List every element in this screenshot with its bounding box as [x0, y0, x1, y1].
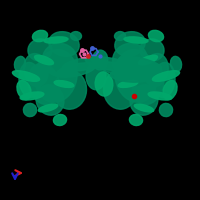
Ellipse shape: [129, 114, 143, 126]
Ellipse shape: [24, 54, 48, 86]
Ellipse shape: [53, 71, 87, 109]
Ellipse shape: [140, 39, 164, 61]
Ellipse shape: [53, 114, 67, 126]
Ellipse shape: [19, 62, 41, 98]
Ellipse shape: [71, 32, 81, 40]
Ellipse shape: [28, 39, 52, 61]
Ellipse shape: [20, 92, 44, 100]
Ellipse shape: [148, 30, 164, 42]
Ellipse shape: [44, 37, 68, 43]
Ellipse shape: [54, 81, 74, 87]
Ellipse shape: [153, 62, 175, 98]
Ellipse shape: [110, 70, 150, 82]
Ellipse shape: [62, 57, 106, 71]
Ellipse shape: [148, 92, 172, 100]
Ellipse shape: [118, 81, 138, 87]
Ellipse shape: [49, 32, 79, 56]
Ellipse shape: [92, 50, 108, 70]
Ellipse shape: [115, 32, 145, 56]
Ellipse shape: [23, 103, 37, 117]
Ellipse shape: [56, 63, 96, 77]
Ellipse shape: [163, 80, 177, 100]
Ellipse shape: [113, 43, 147, 77]
Ellipse shape: [139, 55, 157, 65]
Ellipse shape: [118, 57, 162, 71]
Ellipse shape: [152, 71, 180, 81]
Ellipse shape: [28, 63, 60, 105]
Ellipse shape: [130, 85, 158, 115]
Ellipse shape: [103, 71, 137, 109]
Ellipse shape: [35, 55, 53, 65]
Ellipse shape: [115, 32, 125, 40]
Ellipse shape: [115, 50, 157, 102]
Ellipse shape: [12, 71, 40, 81]
Ellipse shape: [124, 37, 148, 43]
Ellipse shape: [35, 50, 77, 102]
Ellipse shape: [38, 104, 58, 112]
Ellipse shape: [144, 54, 168, 86]
Ellipse shape: [159, 103, 173, 117]
Ellipse shape: [17, 80, 31, 100]
Ellipse shape: [43, 43, 77, 77]
Ellipse shape: [14, 56, 26, 72]
Ellipse shape: [132, 63, 164, 105]
Ellipse shape: [32, 30, 48, 42]
Ellipse shape: [134, 104, 154, 112]
Ellipse shape: [36, 85, 64, 115]
Ellipse shape: [170, 56, 182, 72]
Ellipse shape: [85, 57, 135, 71]
Ellipse shape: [99, 62, 141, 78]
Ellipse shape: [86, 62, 106, 90]
Ellipse shape: [95, 72, 113, 96]
